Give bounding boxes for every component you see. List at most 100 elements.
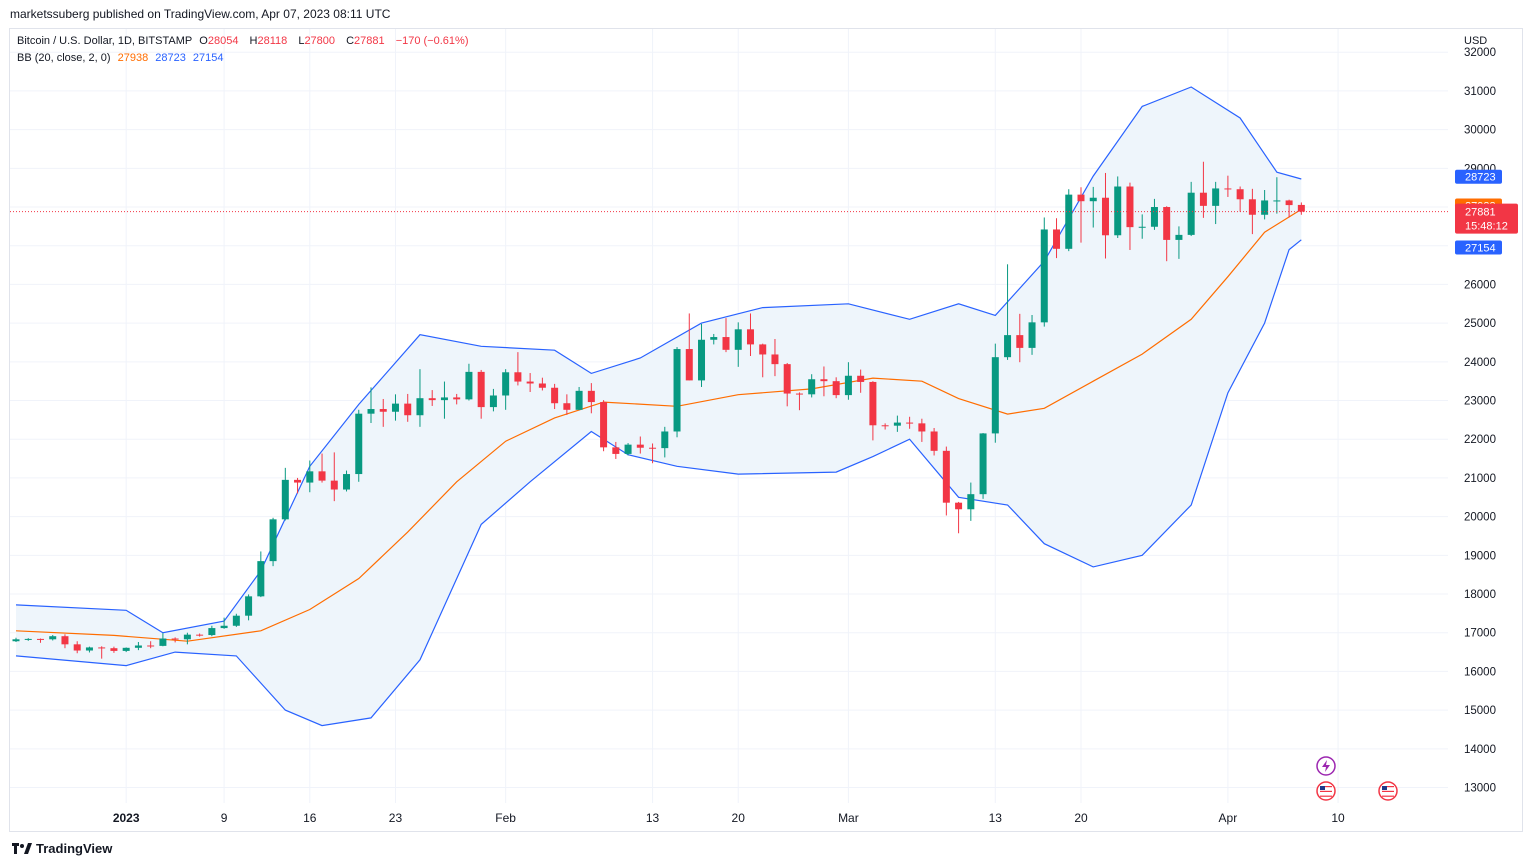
- candle-body: [73, 644, 81, 651]
- candle-body: [1126, 186, 1134, 228]
- candle-body: [1101, 197, 1109, 236]
- candle-body: [783, 364, 791, 394]
- candle-body: [612, 447, 620, 454]
- x-tick-label: 13: [646, 811, 660, 825]
- candle-body: [587, 390, 595, 403]
- symbol-title[interactable]: Bitcoin / U.S. Dollar, 1D, BITSTAMP: [17, 35, 193, 47]
- candle-body: [281, 479, 289, 520]
- y-tick-label: 30000: [1464, 125, 1496, 137]
- candle-body: [698, 339, 706, 381]
- candle-body: [832, 381, 840, 396]
- y-tick-label: 23000: [1464, 396, 1496, 408]
- candle-body: [122, 647, 130, 651]
- tradingview-logo[interactable]: TradingView: [12, 841, 112, 856]
- candle-body: [979, 433, 987, 495]
- candle-body: [196, 634, 204, 636]
- candle-body: [269, 519, 277, 562]
- candle-body: [722, 337, 730, 350]
- candle-body: [1114, 186, 1122, 236]
- y-tick-label: 22000: [1464, 434, 1496, 446]
- candle-body: [24, 638, 32, 640]
- candle-body: [795, 393, 803, 395]
- candle-body: [183, 634, 191, 640]
- candle-body: [306, 471, 314, 483]
- candle-body: [208, 628, 216, 636]
- bb-fill: [16, 87, 1302, 726]
- candle-body: [1065, 194, 1073, 249]
- chart-frame: [9, 28, 1523, 832]
- candle-body: [159, 638, 167, 646]
- candle-body: [1224, 188, 1232, 190]
- candle-body: [710, 337, 718, 340]
- candle-body: [808, 379, 816, 395]
- candle-body: [538, 383, 546, 388]
- flag-stripe: [1320, 795, 1332, 797]
- candle-body: [1138, 226, 1146, 228]
- bb-lower-value: 27154: [192, 52, 224, 64]
- candle-body: [1248, 199, 1256, 215]
- candle-body: [967, 494, 975, 510]
- candle-body: [489, 395, 497, 408]
- candle-body: [98, 647, 106, 649]
- candle-body: [649, 447, 657, 449]
- candle-body: [673, 349, 681, 432]
- y-tick-label: 31000: [1464, 86, 1496, 98]
- candle-body: [1175, 234, 1183, 240]
- x-tick-label: 9: [221, 811, 228, 825]
- candle-body: [330, 480, 338, 490]
- candle-body: [1016, 335, 1024, 348]
- bb-upper-badge: [1455, 169, 1502, 184]
- candle-body: [245, 596, 253, 616]
- candle-body: [1297, 204, 1305, 212]
- y-tick-label: 26000: [1464, 279, 1496, 291]
- x-tick-label: 16: [303, 811, 317, 825]
- low-label: L: [298, 35, 305, 47]
- candle-body: [1187, 192, 1195, 235]
- change-value: −170 (−0.61%): [395, 35, 469, 47]
- flag-stripe: [1320, 788, 1332, 790]
- candle-body: [893, 422, 901, 426]
- candle-body: [771, 354, 779, 365]
- candle-body: [1236, 189, 1244, 200]
- candle-body: [526, 381, 534, 384]
- candle-body: [355, 413, 363, 475]
- candle-body: [1261, 200, 1269, 215]
- candle-body: [844, 375, 852, 396]
- candle-body: [991, 357, 999, 434]
- candle-body: [955, 502, 963, 510]
- candle-body: [661, 431, 669, 449]
- candle-body: [1163, 207, 1171, 240]
- bb-basis-line: [15, 208, 1302, 642]
- candle-body: [257, 561, 265, 597]
- candle-body: [1285, 200, 1293, 206]
- last-price-badge: [1455, 203, 1518, 234]
- candle-body: [12, 639, 20, 642]
- tradingview-brand: TradingView: [36, 841, 113, 856]
- candle-body: [575, 390, 583, 410]
- candle-body: [1150, 207, 1158, 227]
- candle-body: [49, 636, 57, 640]
- candle-body: [563, 403, 571, 410]
- y-tick-label: 24000: [1464, 357, 1496, 369]
- x-tick-label: 20: [732, 811, 746, 825]
- x-tick-label: 2023: [113, 811, 140, 825]
- candle-body: [881, 425, 889, 427]
- indicator-title[interactable]: BB (20, close, 2, 0): [17, 52, 111, 64]
- flag-stripe: [1382, 786, 1394, 788]
- candle-body: [85, 647, 93, 651]
- y-tick-label: 32000: [1464, 47, 1496, 59]
- candle-body: [367, 409, 375, 414]
- flag-stripe: [1382, 795, 1394, 797]
- bb-upper-value: 28723: [155, 52, 186, 64]
- candle-body: [391, 403, 399, 412]
- indicator-legend: BB (20, close, 2, 0) 27938 28723 27154: [17, 52, 228, 64]
- open-label: O: [199, 35, 208, 47]
- y-tick-label: 18000: [1464, 589, 1496, 601]
- flag-canton: [1320, 786, 1325, 790]
- candle-body: [869, 381, 877, 426]
- candle-body: [379, 409, 387, 412]
- x-tick-label: 20: [1074, 811, 1088, 825]
- candle-body: [1077, 194, 1085, 202]
- low-value: 27800: [304, 35, 336, 47]
